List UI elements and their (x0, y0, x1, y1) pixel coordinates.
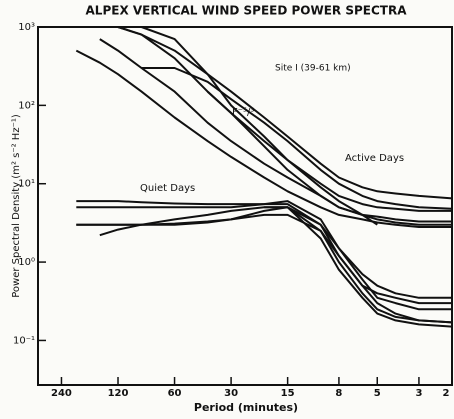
spectrum-line (206, 90, 378, 226)
y-tick-label: 10⁻¹ (13, 335, 35, 346)
spectrum-line (117, 26, 452, 223)
y-tick-label: 10⁰ (18, 257, 35, 268)
x-tick-label: 60 (168, 388, 182, 399)
spectrum-line (141, 67, 453, 210)
spectrum-line (99, 38, 452, 226)
x-tick-label: 240 (51, 388, 72, 399)
y-tick-label: 10¹ (18, 179, 35, 190)
spectrum-line (76, 200, 452, 311)
annotation: Quiet Days (140, 183, 195, 194)
y-axis-label: Power Spectral Density (m² s⁻² Hz⁻¹) (11, 114, 22, 298)
x-tick-label: 8 (335, 388, 342, 399)
x-tick-label: 2 (443, 388, 450, 399)
spectrum-line (76, 200, 452, 305)
x-tick-label: 120 (108, 388, 129, 399)
annotation: Active Days (345, 153, 404, 164)
y-tick-label: 10² (18, 100, 35, 111)
spectrum-line (75, 49, 452, 228)
y-tick-label: 10³ (18, 22, 35, 33)
spectrum-line (264, 206, 452, 299)
x-tick-label: 15 (281, 388, 295, 399)
annotation: F⁻⁵/³ (232, 107, 254, 118)
spectrum-line (76, 213, 453, 324)
x-axis-label: Period (minutes) (194, 401, 298, 414)
x-tick-label: 3 (415, 388, 422, 399)
spectrum-line (117, 26, 453, 200)
chart-title: ALPEX VERTICAL WIND SPEED POWER SPECTRA (86, 4, 408, 18)
plot-frame (37, 26, 453, 386)
x-tick-label: 30 (224, 388, 238, 399)
x-tick-label: 5 (374, 388, 381, 399)
annotation: Site I (39-61 km) (275, 64, 351, 74)
